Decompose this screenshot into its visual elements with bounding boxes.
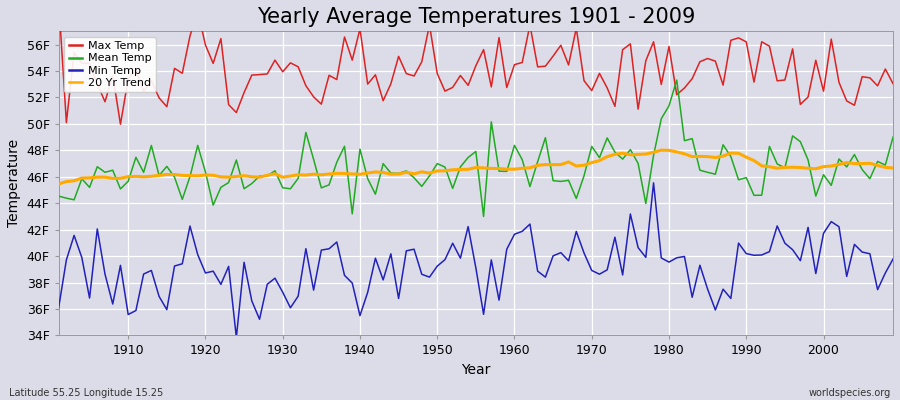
Legend: Max Temp, Mean Temp, Min Temp, 20 Yr Trend: Max Temp, Mean Temp, Min Temp, 20 Yr Tre… xyxy=(64,37,156,92)
Text: worldspecies.org: worldspecies.org xyxy=(809,388,891,398)
X-axis label: Year: Year xyxy=(461,363,491,377)
Title: Yearly Average Temperatures 1901 - 2009: Yearly Average Temperatures 1901 - 2009 xyxy=(256,7,695,27)
Y-axis label: Temperature: Temperature xyxy=(7,139,21,228)
Text: Latitude 55.25 Longitude 15.25: Latitude 55.25 Longitude 15.25 xyxy=(9,388,163,398)
